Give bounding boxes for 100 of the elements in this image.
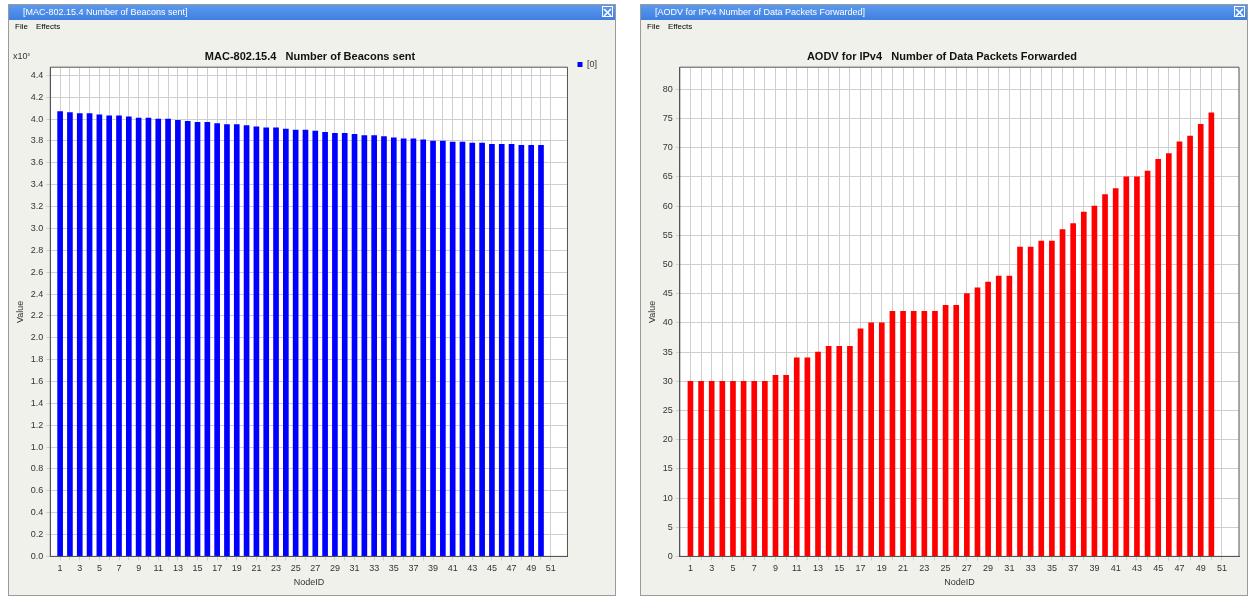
x-tick-label: 45 bbox=[486, 563, 497, 574]
bar bbox=[449, 141, 456, 557]
x-tick-label: 19 bbox=[876, 563, 887, 574]
bar bbox=[1112, 188, 1119, 557]
x-tick-label: 31 bbox=[1004, 563, 1015, 574]
text: [AODV for IPv4 Number of Data Packets Forwarded] bbox=[641, 5, 1247, 20]
bar bbox=[1049, 240, 1055, 557]
bar bbox=[440, 140, 446, 557]
x-tick-label: 47 bbox=[1174, 563, 1185, 574]
x-tick-label: 31 bbox=[349, 563, 360, 574]
y-tick-label: 80 bbox=[662, 83, 673, 94]
y-tick-label: 1.2 bbox=[30, 419, 44, 430]
bar bbox=[528, 145, 535, 557]
bar bbox=[698, 380, 704, 557]
bar bbox=[783, 375, 789, 557]
y-tick-label: 15 bbox=[662, 463, 673, 474]
y-tick-label: 60 bbox=[662, 200, 673, 211]
x-tick-label: 17 bbox=[212, 563, 223, 574]
bar bbox=[341, 133, 348, 557]
bar bbox=[1070, 223, 1076, 557]
bar bbox=[469, 142, 476, 557]
x-tick-label: 41 bbox=[447, 563, 458, 574]
x-tick-label: 11 bbox=[792, 563, 802, 574]
x-tick-label: 25 bbox=[940, 563, 951, 574]
y-tick-label: 4.0 bbox=[30, 113, 44, 124]
x-tick-label: 7 bbox=[751, 563, 757, 574]
x-tick-label: 33 bbox=[1025, 563, 1036, 574]
bar bbox=[910, 310, 917, 557]
chart-title: MAC-802.15.4 Number of Beacons sent bbox=[204, 49, 416, 62]
bar bbox=[1155, 159, 1162, 557]
x-tick-label: 39 bbox=[428, 563, 439, 574]
bar bbox=[1123, 176, 1130, 557]
bar bbox=[921, 310, 928, 557]
bar bbox=[793, 357, 800, 557]
bar bbox=[224, 124, 230, 557]
x-tick-label: 37 bbox=[408, 563, 419, 574]
bar bbox=[155, 118, 162, 557]
bar bbox=[312, 130, 319, 557]
bar bbox=[381, 136, 387, 557]
y-tick-label: 2.6 bbox=[30, 266, 44, 277]
bar bbox=[371, 135, 377, 557]
bar bbox=[233, 124, 240, 557]
y-tick-label: 2.0 bbox=[30, 332, 44, 343]
x-tick-label: 39 bbox=[1089, 563, 1100, 574]
y-tick-label: 3.8 bbox=[30, 135, 44, 146]
x-tick-label: 29 bbox=[983, 563, 994, 574]
x-tick-label: 13 bbox=[813, 563, 824, 574]
x-tick-label: 19 bbox=[231, 563, 242, 574]
x-tick-label: 11 bbox=[153, 563, 163, 574]
y-tick-label: 4.2 bbox=[30, 91, 44, 102]
x-tick-label: 1 bbox=[57, 563, 63, 574]
bar bbox=[67, 112, 73, 557]
x-axis-title: NodeID bbox=[944, 577, 976, 588]
bar bbox=[1017, 246, 1023, 557]
x-tick-label: 49 bbox=[1195, 563, 1206, 574]
x-tick-label: 43 bbox=[467, 563, 478, 574]
bar bbox=[214, 123, 220, 557]
bar bbox=[1166, 153, 1172, 557]
bar bbox=[708, 380, 715, 557]
x-tick-label: 5 bbox=[730, 563, 736, 574]
x-tick-label: 1 bbox=[687, 563, 693, 574]
y-tick-label: 2.4 bbox=[30, 288, 44, 299]
y-tick-label: 0 bbox=[667, 550, 673, 561]
x-tick-label: 49 bbox=[526, 563, 537, 574]
x-tick-label: 45 bbox=[1153, 563, 1164, 574]
y-tick-label: 35 bbox=[662, 346, 673, 357]
y-tick-label: 40 bbox=[662, 317, 673, 328]
bar bbox=[125, 116, 132, 557]
bar bbox=[836, 345, 843, 557]
bar bbox=[1134, 176, 1140, 557]
y-tick-label: 45 bbox=[662, 288, 673, 299]
x-tick-label: 35 bbox=[388, 563, 399, 574]
x-tick-label: 51 bbox=[1216, 563, 1227, 574]
bar bbox=[1038, 240, 1045, 557]
x-tick-label: 33 bbox=[369, 563, 380, 574]
bar bbox=[538, 145, 544, 557]
x-tick-label: 13 bbox=[172, 563, 183, 574]
y-tick-label: 20 bbox=[662, 434, 673, 445]
y-tick-label: 2.2 bbox=[30, 310, 44, 321]
chart-title: AODV for IPv4 Number of Data Packets Forwarded bbox=[806, 49, 1078, 62]
bar bbox=[964, 293, 970, 557]
bar bbox=[1080, 211, 1087, 557]
bar bbox=[751, 380, 758, 557]
bar bbox=[878, 322, 885, 557]
y-tick-label: 70 bbox=[662, 142, 673, 153]
bar bbox=[1102, 194, 1108, 557]
x-tick-label: 9 bbox=[772, 563, 778, 574]
x-tick-label: 25 bbox=[290, 563, 301, 574]
x-tick-label: 35 bbox=[1046, 563, 1057, 574]
bar bbox=[730, 380, 736, 557]
text: File bbox=[15, 22, 28, 31]
bar bbox=[263, 127, 270, 557]
bar bbox=[985, 281, 991, 557]
bar bbox=[390, 137, 397, 557]
bar bbox=[953, 305, 960, 557]
y-tick-label: 1.4 bbox=[30, 397, 44, 408]
text: File bbox=[647, 22, 660, 31]
y-tick-label: 1.6 bbox=[30, 375, 44, 386]
x-tick-label: 15 bbox=[192, 563, 203, 574]
text: [MAC-802.15.4 Number of Beacons sent] bbox=[9, 5, 615, 20]
